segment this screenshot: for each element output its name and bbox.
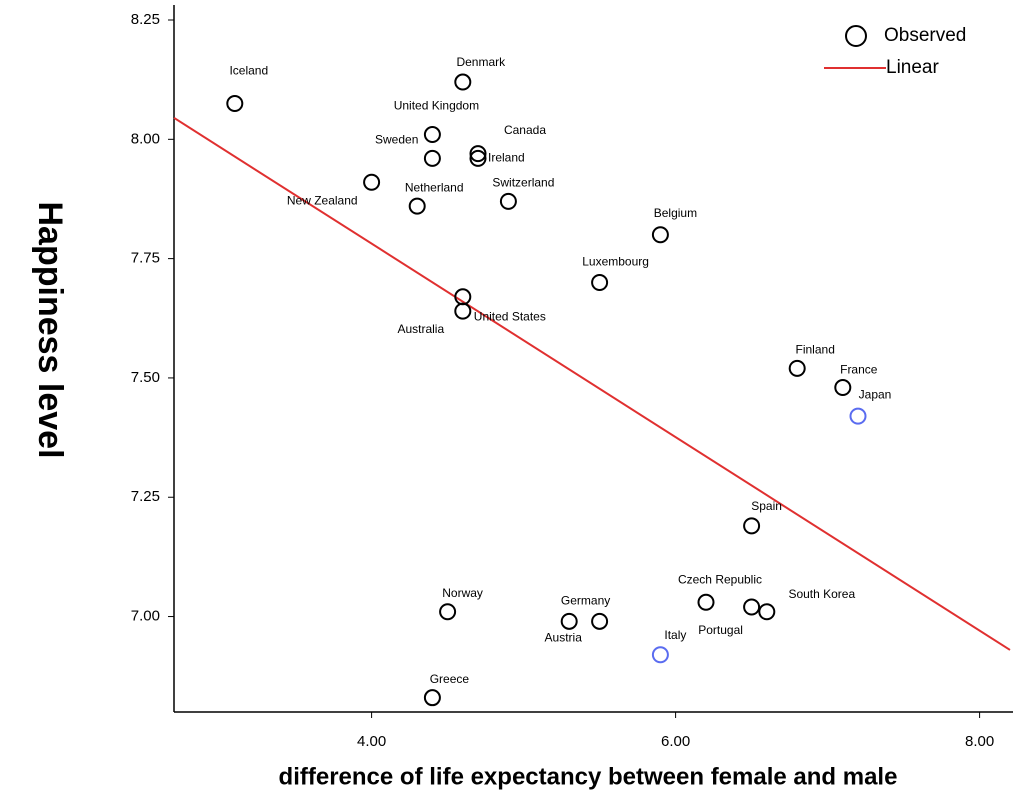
point-label: Austria xyxy=(545,630,583,644)
data-point xyxy=(469,149,487,167)
x-tick-label: 4.00 xyxy=(357,733,386,750)
data-point xyxy=(591,273,609,291)
point-label: United Kingdom xyxy=(394,99,479,113)
legend-marker xyxy=(845,25,867,47)
point-label: Finland xyxy=(796,343,835,357)
point-label: Italy xyxy=(664,628,686,642)
trend-line xyxy=(173,116,1011,651)
point-label: Australia xyxy=(397,322,444,336)
point-label: Switzerland xyxy=(492,176,554,190)
y-tick-label: 7.50 xyxy=(131,369,160,386)
data-point xyxy=(788,359,806,377)
point-label: France xyxy=(840,363,878,377)
point-label: Sweden xyxy=(375,133,418,147)
y-tick-label: 7.00 xyxy=(131,608,160,625)
point-label: Portugal xyxy=(698,623,743,637)
point-label: Czech Republic xyxy=(678,572,762,586)
point-label: Canada xyxy=(504,123,546,137)
point-label: Denmark xyxy=(456,55,506,69)
point-label: Luxembourg xyxy=(582,255,649,269)
data-point xyxy=(651,646,669,664)
data-point xyxy=(439,603,457,621)
x-tick-label: 6.00 xyxy=(661,733,690,750)
data-point xyxy=(423,689,441,707)
y-tick-label: 7.75 xyxy=(131,250,160,267)
data-point xyxy=(423,126,441,144)
data-point xyxy=(454,302,472,320)
point-label: New Zealand xyxy=(287,193,358,207)
point-label: Iceland xyxy=(229,64,268,78)
data-point xyxy=(697,593,715,611)
y-axis-label: Happiness level xyxy=(31,201,69,458)
y-tick-label: 8.25 xyxy=(131,11,160,28)
point-label: Japan xyxy=(859,387,892,401)
data-point xyxy=(408,197,426,215)
data-point xyxy=(454,73,472,91)
data-point xyxy=(834,378,852,396)
data-point xyxy=(743,598,761,616)
data-point xyxy=(849,407,867,425)
data-point xyxy=(226,95,244,113)
point-label: South Korea xyxy=(788,587,855,601)
data-point xyxy=(560,612,578,630)
data-point xyxy=(363,173,381,191)
legend-label: Observed xyxy=(884,25,966,46)
data-point xyxy=(743,517,761,535)
point-label: Germany xyxy=(561,593,610,607)
data-point xyxy=(591,612,609,630)
point-label: Belgium xyxy=(654,206,697,220)
x-axis-label: difference of life expectancy between fe… xyxy=(279,763,898,790)
y-tick-label: 7.25 xyxy=(131,488,160,505)
data-point xyxy=(469,145,487,163)
point-label: Norway xyxy=(442,586,483,600)
data-point xyxy=(423,149,441,167)
legend-label: Linear xyxy=(886,57,939,78)
point-label: United States xyxy=(474,309,546,323)
point-label: Netherland xyxy=(405,180,464,194)
data-point xyxy=(758,603,776,621)
y-tick-label: 8.00 xyxy=(131,130,160,147)
point-label: Spain xyxy=(751,499,782,513)
data-point xyxy=(499,192,517,210)
point-label: Ireland xyxy=(488,151,525,165)
point-label: Greece xyxy=(430,672,470,686)
data-point xyxy=(651,226,669,244)
x-tick-label: 8.00 xyxy=(965,733,994,750)
